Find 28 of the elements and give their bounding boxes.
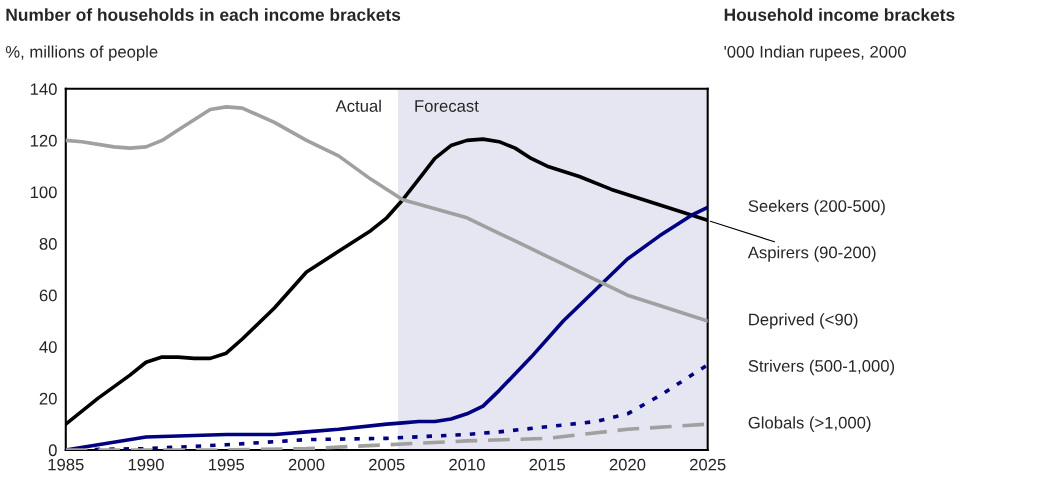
y-tick-label: 20 bbox=[39, 392, 57, 405]
chart-title: Number of households in each income brackets bbox=[6, 8, 401, 21]
text: Deprived (<90) bbox=[749, 313, 858, 329]
text: Strivers (500-1,000) bbox=[748, 359, 895, 376]
y-tick-label: 140 bbox=[30, 83, 57, 96]
x-tick-label: 1995 bbox=[208, 458, 245, 471]
x-tick-label: 1990 bbox=[128, 458, 164, 471]
x-tick-label: 2020 bbox=[609, 458, 646, 471]
text: Seekers (200-500) bbox=[748, 199, 885, 216]
y-tick-label: 0 bbox=[48, 444, 57, 457]
y-tick-label: 60 bbox=[39, 289, 57, 302]
chart-subtitle: %, millions of people bbox=[5, 45, 158, 61]
x-tick-label: 2025 bbox=[689, 458, 726, 471]
x-tick-label: 2015 bbox=[529, 458, 566, 471]
y-tick-label: 120 bbox=[30, 134, 57, 147]
x-tick-label: 2000 bbox=[288, 458, 325, 471]
y-tick-label: 80 bbox=[39, 237, 57, 250]
legend-label: Aspirers (90-200) bbox=[747, 246, 876, 262]
y-tick-label: 40 bbox=[39, 341, 57, 353]
legend-title: Household income brackets bbox=[724, 8, 955, 21]
annotation: Actual bbox=[335, 99, 381, 112]
x-tick-label: 2010 bbox=[449, 458, 485, 471]
text: '000 Indian rupees, 2000 bbox=[724, 45, 906, 61]
y-tick-label: 100 bbox=[30, 186, 57, 199]
band-label: Forecast bbox=[415, 100, 479, 112]
x-tick-label: 2005 bbox=[369, 458, 405, 471]
text: Globals (>1,000) bbox=[748, 416, 871, 432]
x-tick-label: 1985 bbox=[48, 458, 84, 471]
